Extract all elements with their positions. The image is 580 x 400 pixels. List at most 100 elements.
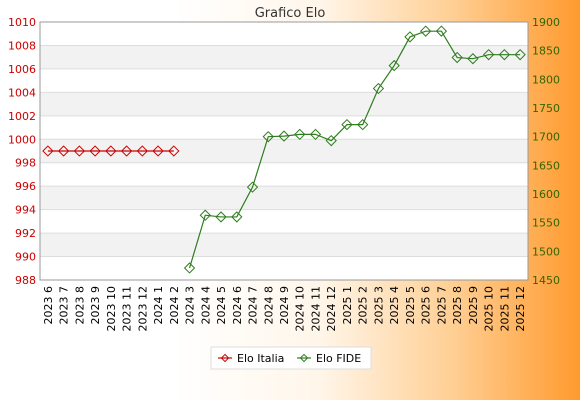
grid-band	[40, 209, 528, 234]
y-left-tick-label: 998	[15, 157, 36, 170]
x-tick-label: 2024 7	[247, 286, 260, 325]
data-point	[136, 145, 148, 157]
y-left-tick-label: 988	[15, 274, 36, 287]
legend-label: Elo FIDE	[316, 352, 361, 365]
grid-band	[40, 233, 528, 257]
x-tick-label: 2025 3	[372, 286, 385, 325]
data-point	[183, 262, 196, 274]
data-point	[199, 209, 211, 221]
data-point	[498, 49, 511, 61]
series-line	[188, 30, 521, 269]
y-right-tick-label: 1800	[532, 73, 560, 86]
x-tick-label: 2025 2	[357, 286, 370, 325]
data-point	[231, 211, 243, 223]
y-left-tick-label: 990	[15, 251, 36, 264]
x-tick-label: 2023 7	[58, 286, 71, 325]
x-tick-label: 2024 2	[168, 286, 181, 325]
y-right-tick-label: 1700	[532, 131, 560, 144]
data-point	[341, 118, 353, 131]
grid-band	[40, 256, 528, 280]
x-tick-label: 2023 11	[121, 286, 134, 332]
grid-band	[40, 115, 528, 140]
y-right-tick-label: 1750	[532, 102, 560, 115]
x-tick-label: 2023 6	[42, 286, 55, 325]
x-tick-label: 2023 8	[73, 286, 86, 325]
x-tick-label: 2024 12	[325, 286, 338, 332]
legend: Elo Italia Elo FIDE	[210, 346, 372, 370]
data-point	[57, 145, 70, 157]
data-point	[246, 181, 259, 193]
legend-marker	[299, 353, 309, 363]
data-point	[372, 82, 385, 95]
grid-band	[40, 45, 528, 69]
grid-band	[40, 92, 528, 116]
data-point	[514, 49, 526, 61]
data-point	[467, 53, 479, 65]
x-tick-label: 2025 6	[420, 286, 433, 325]
x-tick-label: 2023 12	[136, 286, 149, 332]
y-right-tick-label: 1850	[532, 45, 560, 58]
data-point	[325, 135, 337, 147]
data-point	[278, 130, 290, 142]
data-point	[451, 51, 463, 64]
y-left-tick-label: 1010	[8, 16, 36, 29]
x-tick-label: 2024 5	[215, 286, 228, 325]
x-tick-label: 2025 12	[514, 286, 527, 332]
data-point	[404, 31, 416, 43]
data-point	[120, 145, 133, 157]
data-point	[294, 128, 306, 141]
data-point	[482, 49, 495, 61]
data-point	[105, 145, 117, 157]
y-left-tick-label: 1002	[8, 110, 36, 123]
y-left-tick-label: 1004	[8, 86, 36, 99]
y-left-tick-label: 992	[15, 227, 36, 240]
y-right-tick-label: 1650	[532, 159, 560, 172]
y-right-tick-label: 1900	[532, 16, 560, 29]
legend-marker	[220, 353, 230, 363]
x-tick-label: 2025 8	[451, 286, 464, 325]
chart-title: Grafico Elo	[255, 6, 326, 21]
x-tick-label: 2024 8	[262, 286, 275, 325]
y-left-tick-label: 1006	[8, 63, 36, 76]
y-right-tick-label: 1500	[532, 245, 560, 258]
data-point	[73, 145, 86, 157]
x-tick-label: 2024 11	[309, 286, 322, 332]
data-point	[215, 211, 227, 223]
plot-frame	[39, 21, 529, 281]
y-left-tick-label: 996	[15, 180, 36, 193]
x-tick-label: 2025 11	[498, 286, 511, 332]
data-point	[420, 25, 432, 37]
x-tick-label: 2023 10	[105, 286, 118, 332]
data-point	[42, 145, 54, 157]
x-tick-label: 2025 7	[435, 286, 448, 325]
y-left-tick-label: 994	[15, 204, 36, 217]
x-tick-label: 2024 9	[278, 286, 291, 325]
data-point	[309, 128, 322, 141]
data-point	[168, 145, 180, 157]
x-tick-label: 2024 10	[294, 286, 307, 332]
data-point	[262, 131, 274, 143]
x-tick-label: 2025 9	[467, 286, 480, 325]
grid-band	[40, 162, 528, 187]
legend-label: Elo Italia	[237, 352, 284, 365]
data-point	[89, 145, 101, 157]
x-tick-label: 2024 1	[152, 286, 165, 325]
x-tick-label: 2024 3	[184, 286, 197, 325]
y-right-tick-label: 1450	[532, 274, 560, 287]
grid-band	[40, 139, 528, 163]
legend-box	[210, 346, 372, 370]
data-point	[435, 25, 448, 37]
y-left-tick-label: 1008	[8, 39, 36, 52]
x-tick-label: 2024 4	[199, 286, 212, 325]
data-point	[388, 59, 400, 72]
grid-band	[40, 186, 528, 210]
grid-band	[40, 68, 528, 93]
x-tick-label: 2025 5	[404, 286, 417, 325]
grid-band	[40, 22, 528, 46]
x-tick-label: 2023 9	[89, 286, 102, 325]
y-left-tick-label: 1000	[8, 133, 36, 146]
y-right-tick-label: 1600	[532, 188, 560, 201]
x-tick-label: 2024 6	[231, 286, 244, 325]
x-tick-label: 2025 4	[388, 286, 401, 325]
